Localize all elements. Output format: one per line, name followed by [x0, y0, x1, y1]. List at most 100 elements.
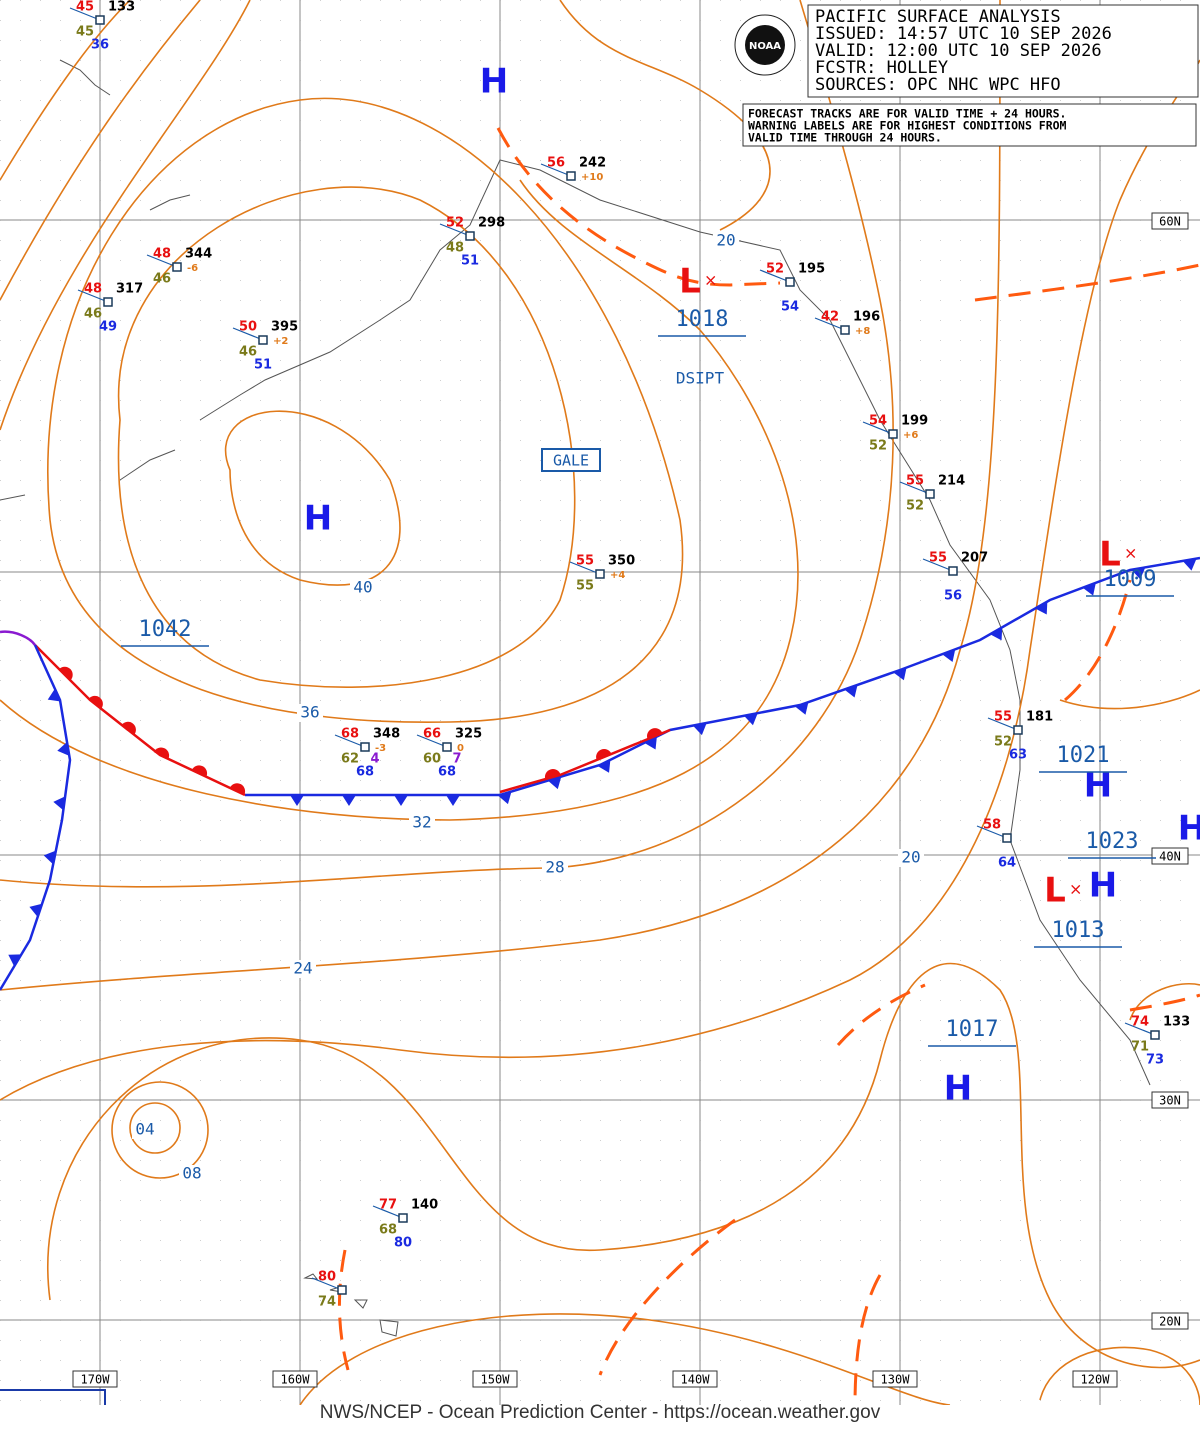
warning-label: GALE	[553, 452, 589, 470]
isobar-label: 28	[545, 858, 564, 877]
isobar-label: 36	[300, 703, 319, 722]
station-sst: 36	[91, 38, 109, 53]
footer: NWS/NCEP - Ocean Prediction Center - htt…	[320, 1402, 881, 1423]
header-line: VALID: 12:00 UTC 10 SEP 2026	[815, 41, 1102, 61]
station-sst: 56	[944, 589, 962, 604]
wind-barb	[987, 717, 1019, 731]
station-dew: 55	[576, 579, 594, 594]
station-pressure: 350	[608, 554, 635, 569]
cold-front-pip	[844, 684, 858, 698]
station-marker	[785, 277, 795, 287]
inset-edge	[0, 1389, 106, 1405]
station-tendency: 0	[457, 743, 464, 754]
wind-barb	[814, 317, 846, 331]
station-pressure: 317	[116, 282, 143, 297]
station-temp: 45	[76, 0, 94, 15]
wind-barb	[922, 558, 954, 572]
station-temp: 68	[341, 727, 359, 742]
cold-front-pip	[57, 742, 70, 756]
station-temp: 55	[994, 710, 1012, 725]
station-pressure: 181	[1026, 710, 1053, 725]
station-dew: 74	[318, 1295, 336, 1310]
cold-front-pip	[498, 791, 512, 805]
cold-front-pip	[942, 649, 956, 663]
longitude-box	[672, 1370, 718, 1388]
longitude-box	[872, 1370, 918, 1388]
central-pressure: 1021	[1057, 743, 1110, 768]
station-marker	[925, 489, 935, 499]
pressure-center: L	[1099, 535, 1121, 575]
note-box: FORECAST TRACKS ARE FOR VALID TIME + 24 …	[742, 103, 1197, 147]
cold-front-pip	[644, 736, 657, 750]
wind-barb	[69, 7, 101, 21]
station-pressure: 344	[185, 247, 212, 262]
station-marker	[442, 742, 452, 752]
isobar-label-bg	[132, 1121, 158, 1139]
station-temp: 48	[153, 247, 171, 262]
cold-front-pip	[1035, 601, 1048, 615]
wind-barb	[372, 1205, 404, 1219]
station-marker	[360, 742, 370, 752]
pressure-center: L	[1044, 871, 1066, 911]
latitude-box	[1151, 1312, 1189, 1330]
station-pressure: 214	[938, 474, 965, 489]
station-other: 4	[370, 752, 379, 767]
warm-front-pip	[646, 728, 663, 740]
longitude-box	[272, 1370, 318, 1388]
station-pressure: 133	[1163, 1015, 1190, 1030]
station-tendency: +2	[273, 336, 288, 347]
dissipating-label: DSIPT	[676, 369, 725, 388]
isobar-label-bg	[350, 579, 376, 597]
station-sst: 73	[1146, 1053, 1164, 1068]
longitude-label: 140W	[681, 1373, 711, 1387]
station-marker	[595, 569, 605, 579]
cold-front	[0, 644, 72, 991]
station-temp: 66	[423, 727, 441, 742]
cold-front-pip	[290, 795, 304, 806]
station-temp: 54	[869, 414, 887, 429]
station-sst: 68	[438, 765, 456, 780]
station-dew: 60	[423, 752, 441, 767]
station-temp: 42	[821, 310, 839, 325]
wind-barb	[416, 734, 448, 748]
latitude-label: 30N	[1159, 1094, 1181, 1108]
warm-front-pip	[153, 747, 170, 759]
station-dew: 52	[994, 735, 1012, 750]
warm-front-pip	[121, 721, 136, 735]
cold-front-pip	[990, 627, 1003, 641]
footer-bg	[0, 1405, 1200, 1433]
longitude-label: 120W	[1081, 1373, 1111, 1387]
warm-front-pip	[544, 769, 561, 780]
cold-front-pip	[597, 759, 611, 773]
station-pressure: 140	[411, 1198, 438, 1213]
warm-front-pip	[59, 666, 73, 681]
station-temp: 55	[576, 554, 594, 569]
station-pressure: 395	[271, 320, 298, 335]
isobar-label-bg	[179, 1165, 205, 1183]
cold-front-pip	[1082, 582, 1096, 596]
longitude-label: 160W	[281, 1373, 311, 1387]
cold-front-pip	[692, 722, 707, 736]
station-pressure: 348	[373, 727, 400, 742]
station-temp: 56	[547, 156, 565, 171]
longitude-box	[472, 1370, 518, 1388]
warm-front-pip	[191, 765, 208, 777]
station-pressure: 325	[455, 727, 482, 742]
station-marker	[95, 15, 105, 25]
station-dew: 46	[84, 307, 102, 322]
isobar-label: 24	[293, 959, 312, 978]
latitude-label: 60N	[1159, 215, 1181, 229]
wind-barb	[540, 163, 572, 177]
header-line: PACIFIC SURFACE ANALYSIS	[815, 7, 1061, 27]
station-marker	[888, 429, 898, 439]
station-sst: 80	[394, 1236, 412, 1251]
header-line: FCSTR: HOLLEY	[815, 58, 948, 78]
station-temp: 52	[766, 262, 784, 277]
central-pressure: 1023	[1086, 829, 1139, 854]
pressure-center: L	[679, 262, 701, 302]
wind-barb	[77, 289, 109, 303]
station-sst: 68	[356, 765, 374, 780]
cold-front-pip	[795, 702, 809, 715]
cold-front-pip	[394, 795, 408, 806]
